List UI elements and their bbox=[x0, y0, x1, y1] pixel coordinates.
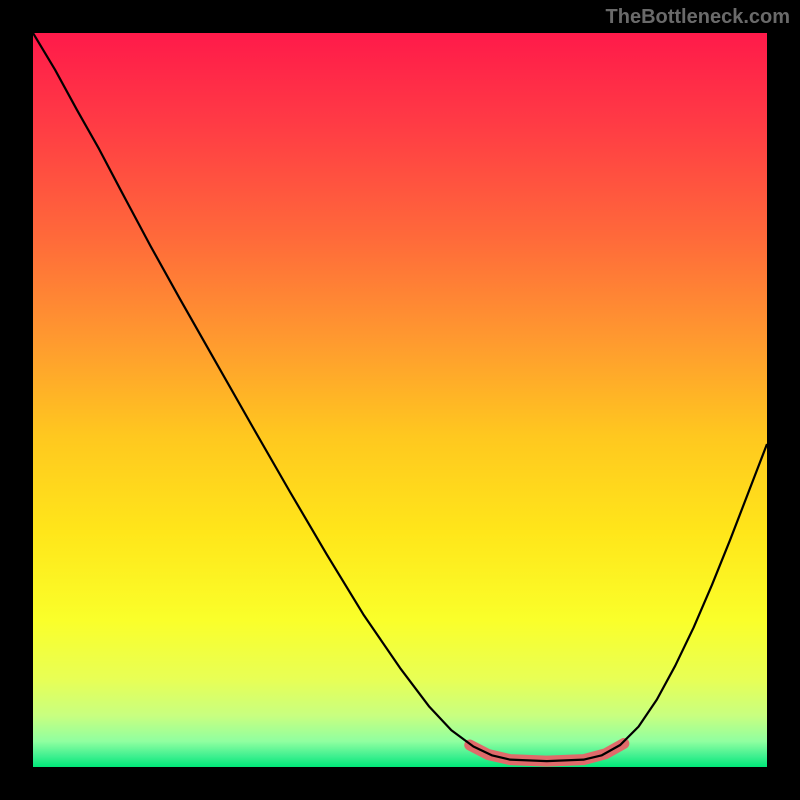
watermark-label: TheBottleneck.com bbox=[606, 6, 790, 29]
plot-area bbox=[33, 33, 767, 767]
bottleneck-highlight bbox=[470, 744, 624, 762]
chart-container: TheBottleneck.com bbox=[0, 0, 800, 800]
curve-layer bbox=[33, 33, 767, 767]
bottleneck-curve bbox=[33, 33, 767, 761]
